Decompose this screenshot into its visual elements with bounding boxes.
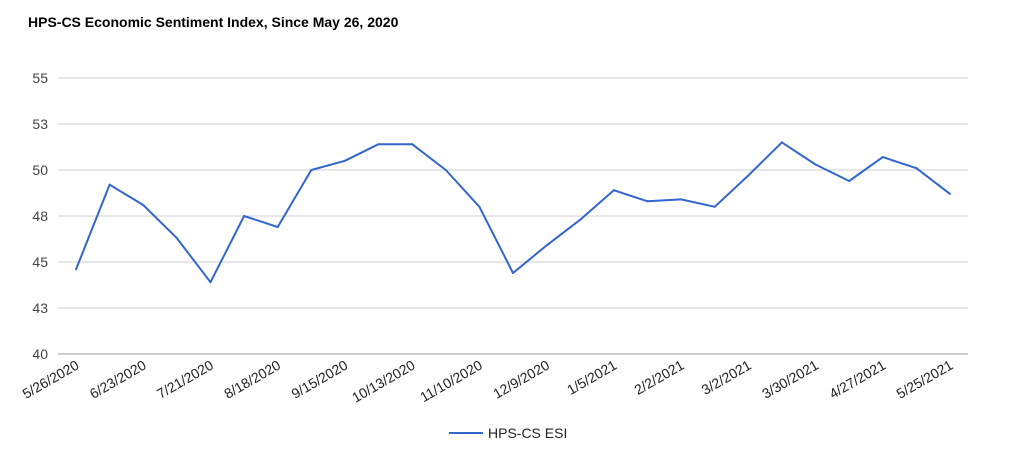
series-layer bbox=[75, 141, 951, 284]
y-tick-label: 45 bbox=[32, 254, 48, 270]
y-tick-label: 48 bbox=[32, 208, 48, 224]
data-point bbox=[713, 205, 716, 208]
y-tick-label: 50 bbox=[32, 162, 48, 178]
data-point bbox=[310, 169, 313, 171]
y-axis-ticks: 40 43 45 48 50 53 55 bbox=[32, 70, 48, 362]
data-point bbox=[780, 141, 783, 144]
y-tick-label: 55 bbox=[32, 70, 48, 86]
chart-title: HPS-CS Economic Sentiment Index, Since M… bbox=[28, 14, 399, 30]
y-tick-label: 40 bbox=[32, 346, 48, 362]
data-point bbox=[949, 192, 951, 195]
data-point bbox=[646, 200, 649, 203]
x-tick-label: 1/5/2021 bbox=[564, 357, 619, 398]
x-tick-label: 10/13/2020 bbox=[349, 357, 418, 406]
x-tick-label: 5/26/2020 bbox=[20, 357, 82, 402]
data-point bbox=[747, 174, 750, 177]
x-tick-label: 12/9/2020 bbox=[490, 357, 552, 402]
y-tick-label: 43 bbox=[32, 300, 48, 316]
y-tick-label: 53 bbox=[32, 116, 48, 132]
x-tick-label: 3/30/2021 bbox=[759, 357, 821, 402]
x-tick-label: 11/10/2020 bbox=[417, 357, 485, 405]
gridlines bbox=[58, 77, 968, 355]
data-point bbox=[444, 169, 447, 171]
data-point bbox=[545, 244, 548, 247]
x-tick-label: 5/25/2021 bbox=[894, 357, 956, 402]
x-tick-label: 9/15/2020 bbox=[288, 357, 350, 402]
x-axis-ticks: 5/26/2020 6/23/2020 7/21/2020 8/18/2020 9/15… bbox=[20, 357, 956, 406]
legend: HPS-CS ESI bbox=[449, 425, 567, 441]
x-tick-label: 4/27/2021 bbox=[826, 357, 888, 402]
x-tick-label: 3/2/2021 bbox=[699, 357, 754, 398]
x-tick-label: 8/18/2020 bbox=[221, 357, 283, 402]
data-point bbox=[108, 183, 111, 186]
data-point bbox=[848, 180, 851, 183]
data-point bbox=[377, 143, 380, 146]
data-point bbox=[680, 198, 683, 201]
x-tick-label: 6/23/2020 bbox=[87, 357, 149, 402]
data-point bbox=[512, 272, 514, 275]
data-point bbox=[142, 203, 145, 206]
data-point bbox=[579, 218, 582, 221]
legend-label: HPS-CS ESI bbox=[488, 425, 567, 441]
data-point bbox=[276, 226, 279, 229]
data-point bbox=[612, 189, 615, 192]
data-point bbox=[478, 205, 481, 208]
series-line bbox=[75, 141, 951, 284]
data-point bbox=[814, 163, 817, 166]
data-point bbox=[915, 167, 918, 170]
x-tick-label: 7/21/2020 bbox=[154, 357, 216, 402]
data-point bbox=[411, 143, 414, 146]
data-point bbox=[881, 156, 884, 159]
data-point bbox=[209, 281, 212, 284]
data-point bbox=[343, 159, 346, 162]
data-point bbox=[175, 237, 178, 240]
data-point bbox=[75, 268, 77, 271]
data-point bbox=[243, 215, 246, 217]
x-tick-label: 2/2/2021 bbox=[631, 357, 686, 398]
